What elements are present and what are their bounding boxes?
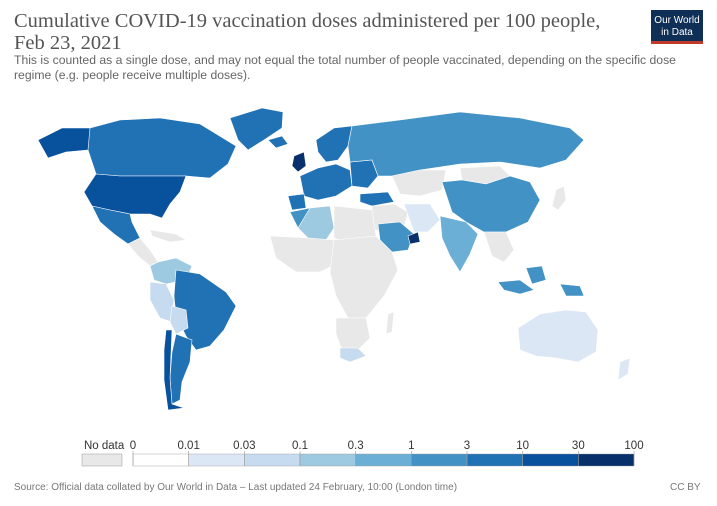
legend-color-scale xyxy=(132,453,635,467)
region-japan[interactable] xyxy=(551,185,567,211)
license-link[interactable]: CC BY xyxy=(670,482,701,493)
region-southeast-asia[interactable] xyxy=(483,231,515,263)
legend-bin xyxy=(299,453,356,467)
world-map[interactable] xyxy=(0,95,717,430)
region-west-africa[interactable] xyxy=(269,235,341,273)
region-turkey[interactable] xyxy=(359,191,395,207)
legend-bin xyxy=(132,453,189,467)
region-caribbean[interactable] xyxy=(149,229,187,243)
chart-title: Cumulative COVID-19 vaccination doses ad… xyxy=(14,10,601,54)
legend-bin xyxy=(522,453,579,467)
legend-tick-label: 3 xyxy=(464,440,470,452)
legend-tick-label: 30 xyxy=(572,440,585,452)
source-note: Source: Official data collated by Our Wo… xyxy=(14,482,458,493)
legend-no-data-label: No data xyxy=(84,440,125,452)
legend-tick-label: 1 xyxy=(408,440,414,452)
region-canada[interactable] xyxy=(87,117,237,179)
region-chile[interactable] xyxy=(163,329,185,411)
region-south-africa[interactable] xyxy=(339,347,367,363)
legend-tick-label: 100 xyxy=(624,440,643,452)
region-kazakhstan[interactable] xyxy=(391,169,447,197)
region-borneo[interactable] xyxy=(525,265,547,285)
region-peru[interactable] xyxy=(149,281,175,323)
region-uae[interactable] xyxy=(407,231,421,245)
legend-tick-label: 0 xyxy=(130,440,136,452)
logo-line-2: in Data xyxy=(661,27,693,38)
legend-tick-labels: 0 0.01 0.03 0.1 0.3 1 3 10 30 100 xyxy=(130,440,644,466)
region-iberia[interactable] xyxy=(287,193,307,211)
region-bolivia[interactable] xyxy=(169,305,189,335)
logo-accent-bar xyxy=(651,41,703,44)
region-greenland[interactable] xyxy=(229,107,284,151)
legend-bin xyxy=(188,453,245,467)
region-scandinavia[interactable] xyxy=(315,125,353,163)
region-madagascar[interactable] xyxy=(385,311,395,335)
region-iran-central-asia[interactable] xyxy=(403,203,441,233)
legend-tick-label: 0.1 xyxy=(292,440,308,452)
region-china[interactable] xyxy=(441,175,541,233)
region-papua[interactable] xyxy=(559,283,585,297)
legend-bin xyxy=(466,453,523,467)
region-central-east-africa[interactable] xyxy=(329,235,399,319)
region-iceland[interactable] xyxy=(267,135,289,149)
region-india[interactable] xyxy=(439,215,479,273)
logo-line-1: Our World xyxy=(654,15,700,26)
region-russia[interactable] xyxy=(347,111,585,177)
region-new-zealand[interactable] xyxy=(617,357,631,381)
region-uk[interactable] xyxy=(291,151,307,173)
legend: No data 0 0.01 0.03 0.1 0.3 1 3 10 30 100 xyxy=(81,440,644,467)
owid-logo[interactable]: Our World in Data xyxy=(651,10,703,44)
legend-bin xyxy=(411,453,468,467)
legend-bin xyxy=(355,453,412,467)
legend-bin xyxy=(578,453,635,467)
region-central-america[interactable] xyxy=(127,237,159,267)
legend-bin xyxy=(244,453,301,467)
legend-tick-label: 0.01 xyxy=(177,440,199,452)
region-indonesia[interactable] xyxy=(497,279,535,295)
legend-no-data-swatch xyxy=(81,453,123,467)
chart-subtitle: This is counted as a single dose, and ma… xyxy=(14,53,676,82)
legend-tick-label: 10 xyxy=(516,440,529,452)
region-argentina[interactable] xyxy=(169,333,193,405)
region-australia[interactable] xyxy=(517,309,599,363)
region-western-europe[interactable] xyxy=(299,163,353,201)
legend-tick-label: 0.3 xyxy=(348,440,364,452)
region-southern-africa[interactable] xyxy=(335,317,371,353)
legend-tick-label: 0.03 xyxy=(233,440,255,452)
